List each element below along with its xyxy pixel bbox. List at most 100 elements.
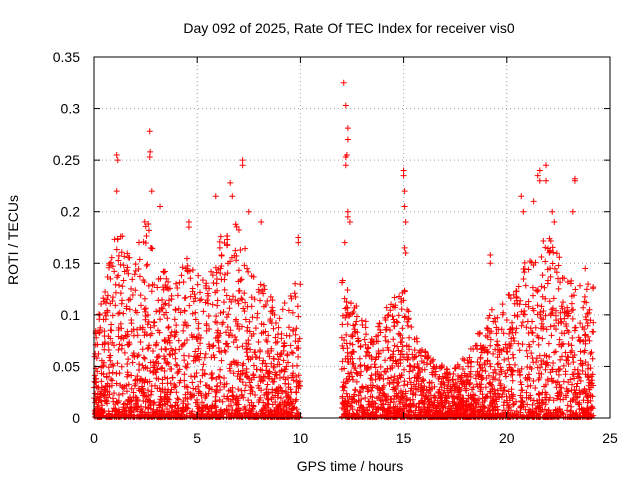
roti-point xyxy=(533,406,540,413)
roti-point xyxy=(252,391,259,398)
roti-point xyxy=(377,326,384,333)
roti-point xyxy=(132,400,139,407)
roti-point xyxy=(292,293,299,300)
roti-point xyxy=(117,233,124,240)
roti-point xyxy=(583,299,590,306)
roti-point xyxy=(393,360,400,367)
roti-point xyxy=(464,376,471,383)
roti-point xyxy=(98,378,105,385)
roti-point xyxy=(224,242,231,249)
roti-point xyxy=(530,292,537,299)
roti-point xyxy=(508,371,515,378)
roti-point xyxy=(258,377,265,384)
roti-point xyxy=(119,390,126,397)
roti-point xyxy=(216,238,223,245)
roti-point xyxy=(487,252,494,259)
roti-point xyxy=(494,390,501,397)
roti-point xyxy=(442,397,449,404)
roti-point xyxy=(567,376,574,383)
roti-point xyxy=(161,353,168,360)
roti-point xyxy=(530,378,537,385)
roti-point xyxy=(274,338,281,345)
roti-point xyxy=(465,360,472,367)
roti-point xyxy=(524,353,531,360)
roti-point xyxy=(352,321,359,328)
roti-point xyxy=(227,386,234,393)
roti-point xyxy=(145,227,152,234)
roti-point xyxy=(242,299,249,306)
roti-point xyxy=(457,374,464,381)
roti-point xyxy=(245,341,252,348)
roti-point xyxy=(266,375,273,382)
roti-point xyxy=(455,391,462,398)
roti-point xyxy=(208,370,215,377)
roti-point xyxy=(499,301,506,308)
roti-point xyxy=(436,374,443,381)
roti-point xyxy=(382,333,389,340)
roti-point xyxy=(517,378,524,385)
roti-point xyxy=(154,284,161,291)
roti-point xyxy=(413,378,420,385)
roti-point xyxy=(494,314,501,321)
roti-point xyxy=(183,255,190,262)
roti-point xyxy=(239,362,246,369)
roti-point xyxy=(191,353,198,360)
roti-point xyxy=(546,353,553,360)
roti-point xyxy=(182,319,189,326)
roti-point xyxy=(178,413,185,420)
roti-point xyxy=(106,370,113,377)
roti-point xyxy=(543,391,550,398)
roti-point xyxy=(239,343,246,350)
roti-point xyxy=(98,301,105,308)
roti-point xyxy=(243,346,250,353)
roti-point xyxy=(418,392,425,399)
roti-point xyxy=(182,406,189,413)
roti-point xyxy=(217,379,224,386)
roti-point xyxy=(293,325,300,332)
roti-point xyxy=(162,394,169,401)
roti-point xyxy=(415,404,422,411)
roti-point xyxy=(153,308,160,315)
roti-point xyxy=(216,348,223,355)
roti-point xyxy=(182,265,189,272)
roti-point xyxy=(115,252,122,259)
roti-point xyxy=(124,250,131,257)
roti-point xyxy=(109,369,116,376)
roti-point xyxy=(218,357,225,364)
roti-point xyxy=(475,395,482,402)
roti-point xyxy=(145,404,152,411)
roti-point xyxy=(557,309,564,316)
roti-point xyxy=(125,356,132,363)
roti-point xyxy=(281,299,288,306)
roti-point xyxy=(406,346,413,353)
roti-point xyxy=(576,413,583,420)
roti-point xyxy=(366,352,373,359)
roti-point xyxy=(518,365,525,372)
roti-point xyxy=(237,277,244,284)
roti-point xyxy=(445,383,452,390)
roti-point xyxy=(293,373,300,380)
roti-point xyxy=(507,407,514,414)
roti-point xyxy=(225,343,232,350)
roti-point xyxy=(401,188,408,195)
roti-point xyxy=(233,336,240,343)
roti-point xyxy=(392,408,399,415)
roti-point xyxy=(140,385,147,392)
roti-point xyxy=(450,381,457,388)
roti-point xyxy=(119,408,126,415)
roti-point xyxy=(168,345,175,352)
roti-point xyxy=(569,381,576,388)
roti-point xyxy=(474,358,481,365)
roti-point xyxy=(399,343,406,350)
roti-point xyxy=(555,285,562,292)
roti-point xyxy=(533,359,540,366)
roti-point xyxy=(275,356,282,363)
roti-point xyxy=(558,384,565,391)
roti-point xyxy=(165,324,172,331)
roti-point xyxy=(380,347,387,354)
roti-point xyxy=(554,378,561,385)
roti-point xyxy=(196,388,203,395)
roti-point xyxy=(371,361,378,368)
roti-point xyxy=(410,390,417,397)
roti-point xyxy=(532,324,539,331)
